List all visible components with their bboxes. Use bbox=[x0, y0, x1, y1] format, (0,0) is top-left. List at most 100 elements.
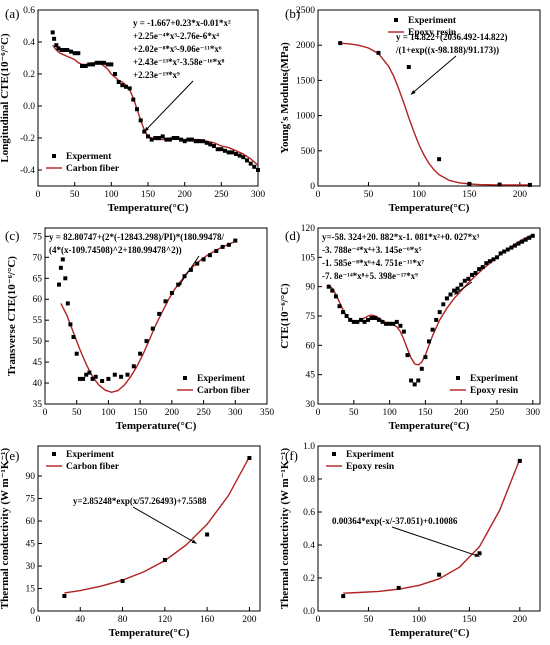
experiment-point bbox=[226, 150, 231, 155]
experiment-point bbox=[120, 83, 125, 88]
experiment-point bbox=[74, 351, 79, 356]
experiment-point bbox=[119, 374, 124, 379]
experiment-point bbox=[87, 370, 92, 375]
y-tick-label: 120 bbox=[301, 224, 316, 234]
experiment-point bbox=[57, 282, 61, 287]
equation-arrow bbox=[391, 526, 480, 558]
experiment-point bbox=[248, 161, 253, 166]
y-axis-title: Thermal conductivity (W m⁻¹K⁻¹) bbox=[279, 448, 291, 610]
x-tick-label: 50 bbox=[72, 408, 82, 418]
experiment-point bbox=[423, 355, 428, 360]
x-axis-title: Temperature(°C) bbox=[109, 627, 190, 639]
experiment-point bbox=[233, 238, 238, 243]
x-tick-label: 50 bbox=[364, 190, 374, 200]
equation-line: (4*(x-109.74508)^2+180.99478^2)) bbox=[49, 245, 182, 255]
experiment-point bbox=[477, 551, 482, 556]
experiment-point bbox=[462, 278, 467, 283]
experiment-point bbox=[120, 579, 125, 583]
y-tick-label: 70 bbox=[33, 253, 43, 263]
experiment-point bbox=[205, 532, 210, 537]
experiment-point bbox=[480, 265, 485, 270]
experiment-point bbox=[162, 558, 167, 562]
x-tick-label: 0 bbox=[43, 408, 48, 418]
x-tick-label: 50 bbox=[349, 408, 359, 418]
experiment-point bbox=[127, 86, 132, 91]
y-tick-label: 60 bbox=[306, 341, 316, 351]
y-tick-label: 75 bbox=[306, 312, 316, 322]
experiment-point bbox=[65, 301, 70, 306]
experiment-point bbox=[63, 276, 68, 281]
x-tick-label: 300 bbox=[526, 408, 541, 418]
experiment-point bbox=[197, 139, 202, 144]
y-tick-label: 90 bbox=[306, 283, 316, 293]
experiment-point bbox=[455, 286, 460, 291]
experiment-point bbox=[84, 372, 89, 377]
legend-experiment-label: Experiment bbox=[408, 16, 457, 26]
legend-experiment-marker bbox=[183, 376, 187, 380]
y-tick-label: 15 bbox=[26, 585, 36, 595]
y-tick-label: 105 bbox=[301, 253, 316, 263]
experiment-point bbox=[190, 137, 194, 142]
equation-arrowhead bbox=[191, 539, 197, 544]
experiment-point bbox=[50, 30, 55, 35]
y-axis-title: Longitudinal CTE(10⁻⁶/°C) bbox=[0, 33, 11, 163]
equation-line: y = 82.80747+(2*(-12843.298)/PI)*(180.99… bbox=[49, 232, 224, 242]
x-tick-label: 80 bbox=[118, 615, 128, 625]
experiment-point bbox=[509, 245, 514, 250]
y-tick-label: 0.4 bbox=[23, 38, 35, 48]
experiment-point bbox=[387, 321, 392, 326]
y-tick-label: 35 bbox=[33, 400, 43, 410]
fit-series-line bbox=[64, 456, 251, 594]
equation-line: y=2.85248*exp(x/57.26493)+7.5588 bbox=[73, 496, 207, 506]
panel-label: (b) bbox=[285, 6, 300, 21]
experiment-point bbox=[83, 64, 88, 68]
experiment-point bbox=[69, 49, 73, 54]
experiment-point bbox=[80, 64, 84, 68]
equation-arrowhead bbox=[474, 553, 480, 557]
experiment-point bbox=[380, 319, 385, 324]
experiment-point bbox=[359, 317, 363, 322]
experiment-point bbox=[441, 302, 446, 307]
panel-a: (a) 0 50 100 150 200 250 300 -0.4 -0.2 0.0 0.2 0.4 0.… bbox=[0, 6, 265, 214]
experiment-point bbox=[171, 136, 176, 140]
panel-c: (c) 0 50 100 150 200 250 300 350 35 40 45 50 55 60 65 70… bbox=[5, 227, 274, 432]
equation-arrowhead bbox=[178, 281, 183, 287]
experiment-point bbox=[52, 36, 57, 41]
y-tick-label: 0.6 bbox=[23, 6, 35, 16]
equation-line: +2.02e⁻⁸*x⁵-9.06e⁻¹¹*x⁶ bbox=[133, 44, 222, 54]
experiment-point bbox=[153, 136, 158, 140]
x-tick-label: 100 bbox=[412, 190, 427, 200]
equation: y=-58. 324+20. 882*x-1. 081*x²+0. 027*x³… bbox=[322, 232, 480, 295]
experiment-point bbox=[188, 267, 193, 272]
legend: Experiment Carbon fiber bbox=[46, 450, 120, 472]
experiment-point bbox=[487, 259, 492, 264]
x-tick-label: 0 bbox=[316, 408, 321, 418]
panel-b: (b)0 50 100 150 20005001000150020002500Tempe… bbox=[279, 6, 541, 214]
experiment-point bbox=[220, 244, 225, 249]
panel-d: (d) 0 50 100 150 200 250 300 30 45 60 75 90 105 120 Tem… bbox=[279, 224, 541, 432]
x-tick-label: 100 bbox=[104, 190, 119, 200]
x-tick-label: 300 bbox=[251, 190, 266, 200]
experiment-point bbox=[362, 319, 367, 324]
y-tick-label: 0.0 bbox=[23, 102, 35, 112]
experiment-point bbox=[326, 284, 331, 289]
y-tick-label: 1.0 bbox=[303, 442, 315, 452]
legend-experiment-marker bbox=[332, 452, 336, 456]
experiment-point bbox=[204, 140, 209, 145]
plot-frame bbox=[317, 9, 541, 187]
legend-fit-label: Epoxy resin bbox=[408, 28, 457, 38]
experiment-point bbox=[91, 62, 95, 67]
y-tick-label: 60 bbox=[33, 295, 43, 305]
x-tick-label: 150 bbox=[462, 190, 477, 200]
y-axis-title: Young's Modulus(MPa) bbox=[279, 42, 291, 154]
experiment-point bbox=[338, 41, 343, 46]
x-tick-label: 200 bbox=[178, 190, 193, 200]
fit-series-line bbox=[60, 240, 236, 394]
x-axis-title: Temperature(°C) bbox=[116, 420, 197, 432]
x-tick-label: 150 bbox=[141, 190, 156, 200]
experiment-point bbox=[505, 247, 510, 252]
experiment-point bbox=[125, 372, 130, 377]
experiment-point bbox=[102, 60, 106, 65]
experiment-point bbox=[333, 294, 338, 299]
x-tick-label: 300 bbox=[228, 408, 243, 418]
